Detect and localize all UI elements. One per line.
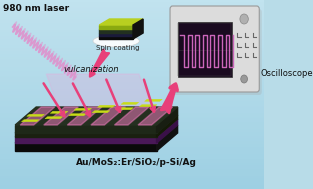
Polygon shape: [15, 133, 156, 137]
Polygon shape: [99, 29, 133, 33]
Polygon shape: [115, 107, 149, 125]
Polygon shape: [15, 107, 177, 125]
Polygon shape: [15, 125, 156, 133]
Polygon shape: [99, 36, 133, 39]
Text: 980 nm laser: 980 nm laser: [3, 4, 69, 13]
Polygon shape: [138, 107, 172, 125]
FancyBboxPatch shape: [170, 6, 259, 92]
Polygon shape: [15, 143, 156, 151]
Polygon shape: [99, 33, 133, 36]
Polygon shape: [133, 19, 143, 39]
Polygon shape: [121, 102, 139, 104]
Text: Spin coating: Spin coating: [96, 45, 140, 51]
Polygon shape: [15, 137, 156, 143]
Polygon shape: [156, 115, 177, 137]
Polygon shape: [145, 99, 162, 101]
Polygon shape: [27, 114, 44, 116]
Polygon shape: [69, 114, 86, 116]
Bar: [177, 22, 232, 77]
Text: Oscilloscope: Oscilloscope: [260, 70, 313, 78]
Polygon shape: [46, 74, 156, 121]
Polygon shape: [97, 105, 115, 107]
Polygon shape: [15, 125, 177, 143]
Polygon shape: [44, 107, 78, 125]
Polygon shape: [139, 105, 157, 107]
Text: vulcanization: vulcanization: [63, 64, 119, 74]
Polygon shape: [15, 115, 177, 133]
Polygon shape: [50, 111, 68, 113]
Polygon shape: [15, 119, 177, 137]
Ellipse shape: [93, 35, 139, 47]
Polygon shape: [22, 120, 39, 122]
Circle shape: [240, 14, 248, 24]
Polygon shape: [156, 125, 177, 151]
Polygon shape: [156, 119, 177, 143]
Polygon shape: [91, 107, 126, 125]
Polygon shape: [74, 108, 91, 110]
FancyBboxPatch shape: [172, 9, 262, 95]
Bar: [178, 23, 232, 76]
Polygon shape: [45, 117, 63, 119]
Polygon shape: [99, 25, 133, 29]
Polygon shape: [20, 107, 55, 125]
Circle shape: [241, 75, 248, 83]
Polygon shape: [116, 108, 133, 110]
Polygon shape: [92, 111, 110, 113]
Polygon shape: [156, 107, 177, 133]
Polygon shape: [67, 107, 102, 125]
Polygon shape: [99, 19, 143, 25]
Text: Au/MoS₂:Er/SiO₂/p-Si/Ag: Au/MoS₂:Er/SiO₂/p-Si/Ag: [76, 158, 197, 167]
